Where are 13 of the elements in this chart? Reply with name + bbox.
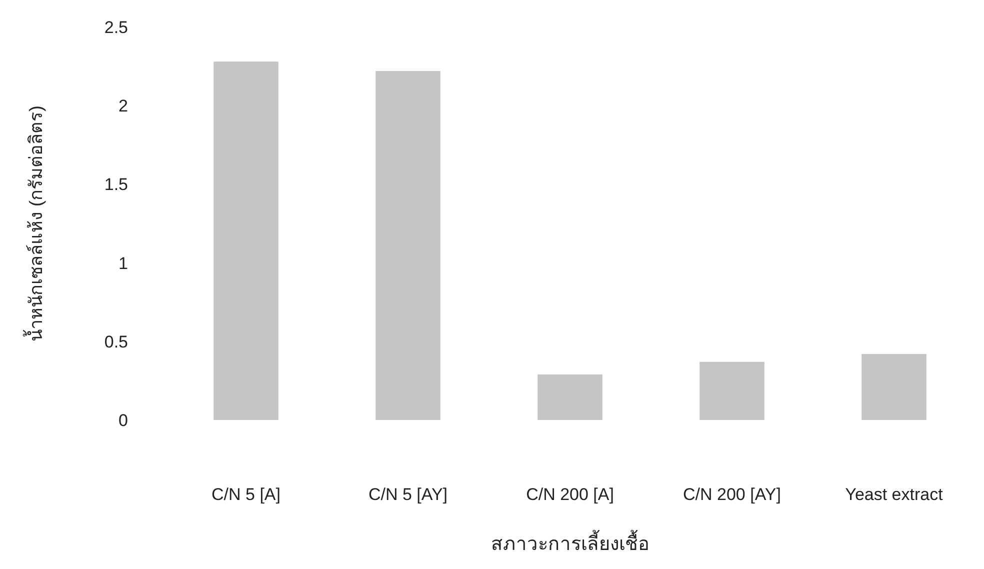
- y-tick-label: 0.5: [104, 332, 128, 352]
- x-tick-label: C/N 200 [AY]: [683, 485, 781, 504]
- y-tick-label: 1.5: [104, 175, 128, 194]
- x-tick-label: C/N 200 [A]: [526, 485, 614, 504]
- x-tick-label: C/N 5 [AY]: [368, 485, 448, 504]
- x-tick-label: C/N 5 [A]: [212, 485, 280, 504]
- y-tick-label: 0: [118, 411, 128, 430]
- y-tick-label: 2: [118, 96, 128, 116]
- y-tick-label: 2.5: [104, 18, 128, 37]
- x-axis-title: สภาวะการเลี้ยงเชื้อ: [491, 530, 649, 555]
- y-axis-title: น้ำหนักเซลล์แห้ง (กรัมต่อลิตร): [23, 106, 46, 342]
- y-tick-label: 1: [118, 254, 128, 273]
- x-tick-label: Yeast extract: [845, 485, 944, 504]
